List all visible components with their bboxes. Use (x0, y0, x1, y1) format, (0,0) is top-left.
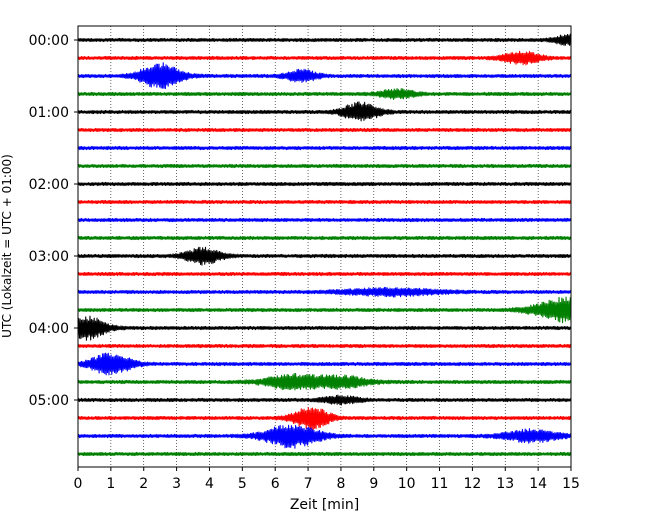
trace-0100 (77, 101, 572, 122)
trace-0400 (77, 315, 572, 341)
y-tick-label-0000: 00:00 (29, 33, 69, 49)
trace-group (77, 33, 572, 457)
y-tick-label-0500: 05:00 (29, 393, 69, 409)
trace-0545 (77, 451, 572, 457)
x-tick-label-11: 11 (431, 476, 449, 492)
y-axis-label: UTC (Lokalzeit = UTC + 01:00) (0, 154, 14, 338)
x-tick-label-13: 13 (496, 476, 514, 492)
trace-0430 (77, 352, 572, 376)
x-tick-label-6: 6 (271, 476, 280, 492)
plot-frame (77, 25, 572, 468)
trace-0245 (77, 235, 572, 241)
trace-0130 (77, 145, 572, 151)
trace-0215 (77, 199, 572, 205)
x-tick-label-3: 3 (172, 476, 181, 492)
trace-0315 (77, 271, 572, 277)
x-tick-label-10: 10 (398, 476, 416, 492)
trace-0445 (77, 373, 572, 391)
x-tick-label-5: 5 (238, 476, 247, 492)
x-tick-label-14: 14 (529, 476, 547, 492)
trace-0415 (77, 343, 572, 349)
trace-0115 (77, 127, 572, 133)
trace-0530 (77, 424, 572, 449)
x-tick-label-7: 7 (304, 476, 313, 492)
x-tick-label-1: 1 (106, 476, 115, 492)
x-axis: 0 1 2 3 4 5 6 7 8 9 10 11 12 13 14 15 (74, 467, 580, 492)
x-tick-label-12: 12 (463, 476, 481, 492)
x-tick-label-15: 15 (562, 476, 580, 492)
trace-0330 (77, 286, 572, 298)
trace-0030 (77, 62, 572, 90)
trace-0515 (77, 406, 572, 431)
trace-0500 (77, 394, 572, 406)
x-tick-label-9: 9 (369, 476, 378, 492)
trace-0000 (77, 33, 572, 46)
x-tick-label-0: 0 (74, 476, 83, 492)
y-tick-label-0100: 01:00 (29, 105, 69, 121)
trace-0300 (77, 246, 572, 266)
y-tick-label-0400: 04:00 (29, 321, 69, 337)
trace-0200 (77, 181, 572, 187)
y-tick-label-0300: 03:00 (29, 249, 69, 265)
x-tick-label-2: 2 (139, 476, 148, 492)
y-axis: 00:00 01:00 02:00 03:00 04:00 05:00 (29, 33, 78, 409)
trace-0345 (77, 296, 572, 324)
x-tick-label-8: 8 (336, 476, 345, 492)
trace-0230 (77, 217, 572, 223)
y-tick-label-0200: 02:00 (29, 177, 69, 193)
x-tick-label-4: 4 (205, 476, 214, 492)
trace-0045 (77, 87, 572, 100)
trace-0015 (77, 50, 572, 66)
x-axis-label: Zeit [min] (290, 497, 359, 513)
trace-0145 (77, 163, 572, 169)
